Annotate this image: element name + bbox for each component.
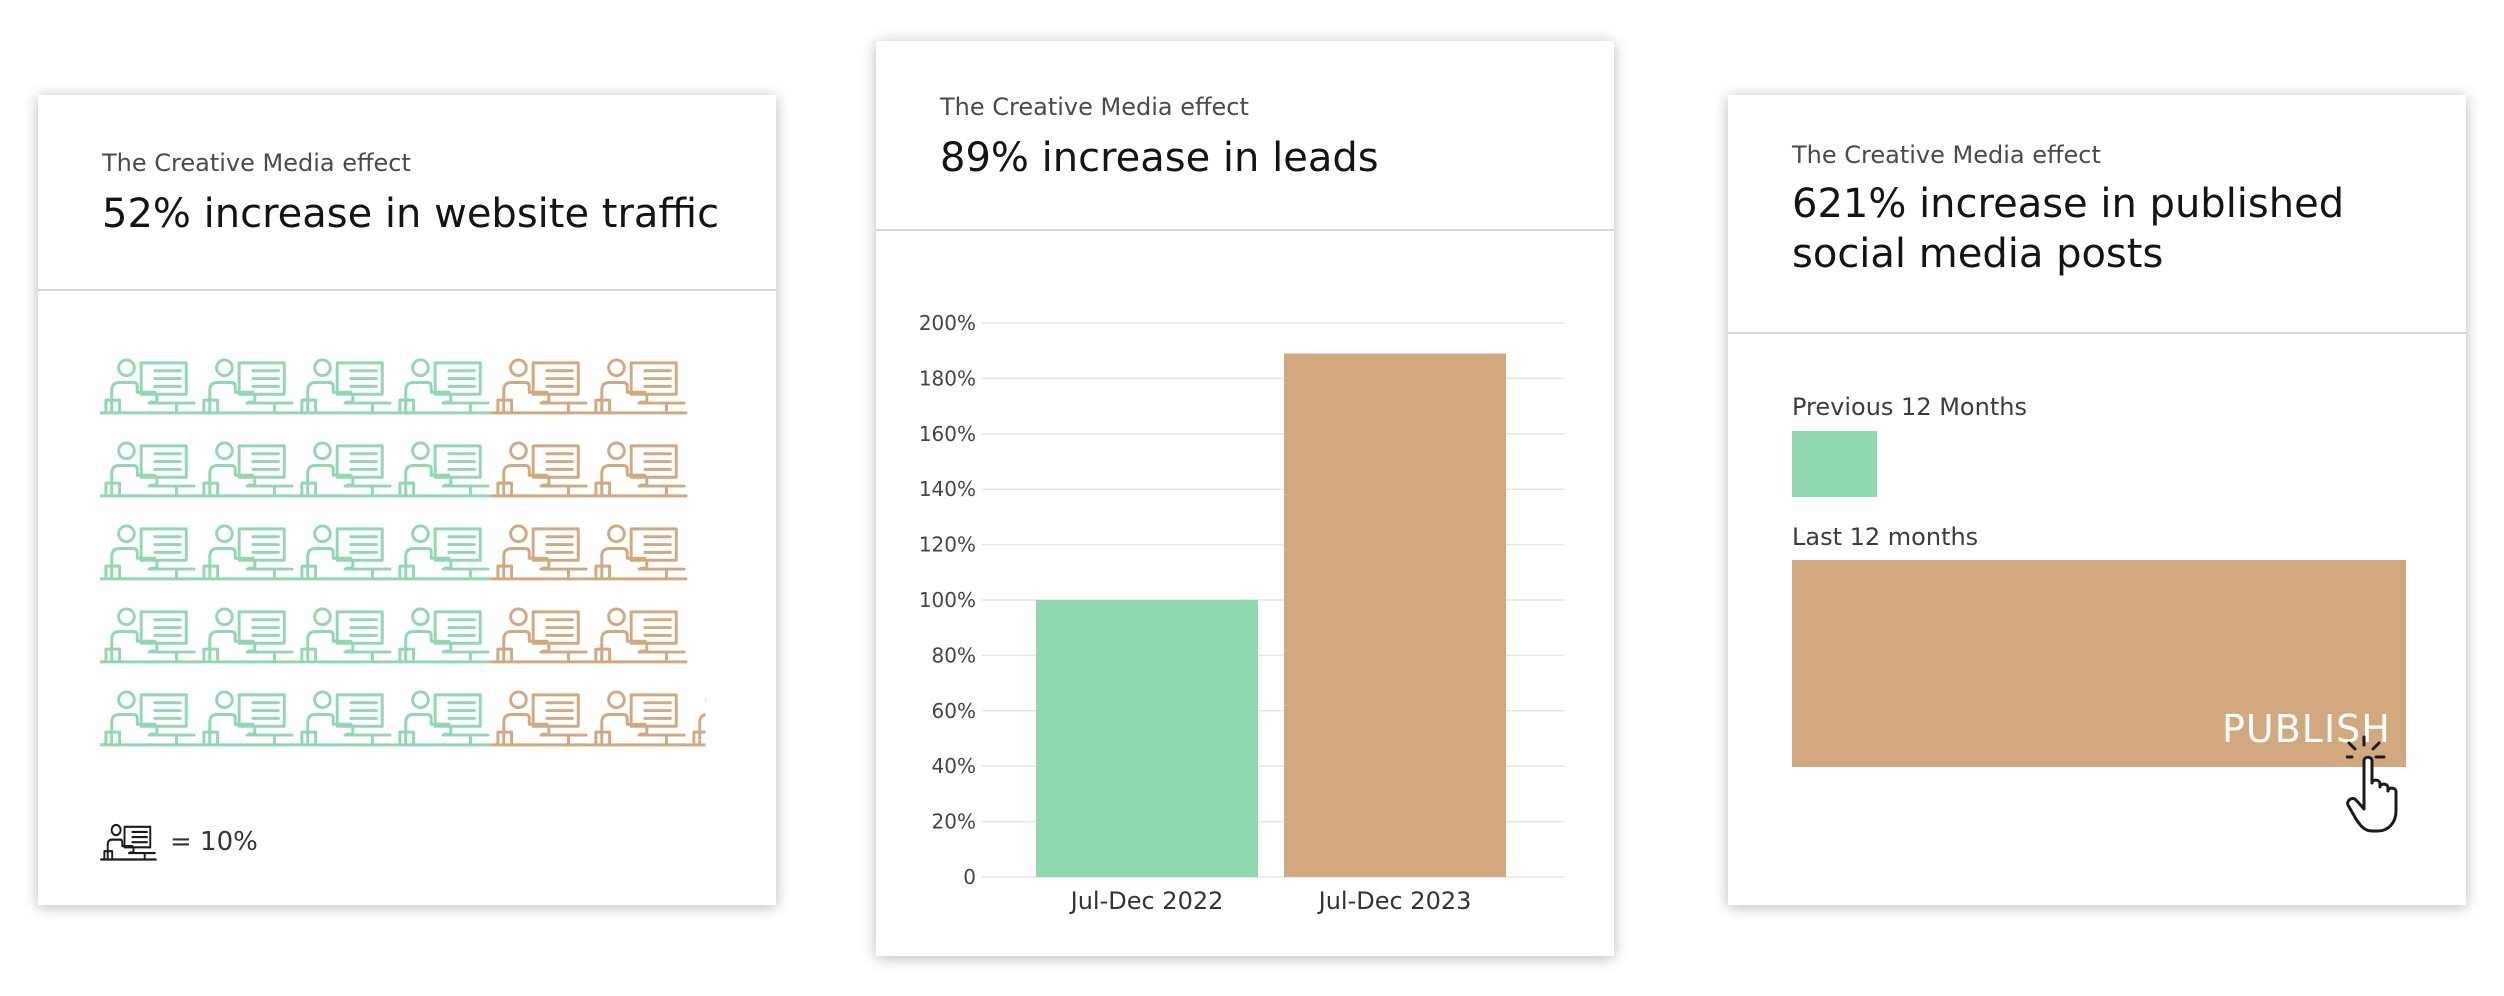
pictogram-icon xyxy=(588,524,688,581)
leads-card-headline: 89% increase in leads xyxy=(940,135,1379,181)
pictogram-legend-text: = 10% xyxy=(170,827,258,857)
y-tick-label: 20% xyxy=(932,810,976,834)
bar xyxy=(1284,353,1506,878)
y-tick-label: 40% xyxy=(932,754,976,778)
traffic-pictogram xyxy=(100,358,706,747)
pictogram-icon xyxy=(392,524,492,581)
posts-card-eyebrow: The Creative Media effect xyxy=(1792,141,2101,169)
pictogram-icon xyxy=(100,358,198,415)
traffic-card-eyebrow: The Creative Media effect xyxy=(102,149,411,177)
posts-card: The Creative Media effect 621% increase … xyxy=(1728,95,2466,905)
posts-card-header: The Creative Media effect 621% increase … xyxy=(1728,95,2466,334)
pictogram-icon xyxy=(294,441,394,498)
pictogram-icon xyxy=(100,524,198,581)
y-tick-label: 100% xyxy=(919,588,976,612)
pictogram-icon xyxy=(490,441,590,498)
pictogram-icon xyxy=(196,524,296,581)
pictogram-icon xyxy=(196,441,296,498)
y-tick-label: 120% xyxy=(919,533,976,557)
traffic-card-header: The Creative Media effect 52% increase i… xyxy=(38,95,776,291)
traffic-card: The Creative Media effect 52% increase i… xyxy=(38,95,776,905)
publish-button[interactable]: PUBLISH xyxy=(2222,707,2391,751)
previous-bar-label: Previous 12 Months xyxy=(1792,393,2027,421)
pictogram-icon xyxy=(196,358,296,415)
pictogram-icon xyxy=(294,690,394,747)
last-bar-label: Last 12 months xyxy=(1792,523,1979,551)
pictogram-icon xyxy=(588,441,688,498)
pictogram-icon xyxy=(392,358,492,415)
posts-card-headline: 621% increase in published social media … xyxy=(1792,181,2345,277)
y-tick-label: 180% xyxy=(919,366,976,390)
pictogram-legend: = 10% xyxy=(100,820,258,864)
pictogram-icon xyxy=(588,690,688,747)
pictogram-icon xyxy=(196,607,296,664)
pictogram-icon xyxy=(392,690,492,747)
bar xyxy=(1036,600,1258,877)
x-tick-label: Jul-Dec 2022 xyxy=(1069,887,1224,915)
pictogram-icon xyxy=(392,607,492,664)
pictogram-icon xyxy=(686,696,706,747)
traffic-card-headline: 52% increase in website traffic xyxy=(102,191,720,237)
pictogram-icon xyxy=(490,690,590,747)
pictogram-icon xyxy=(100,441,198,498)
pictogram-icon xyxy=(490,524,590,581)
pictogram-icon xyxy=(100,607,198,664)
pictogram-icon xyxy=(588,358,688,415)
y-tick-label: 160% xyxy=(919,422,976,446)
y-tick-label: 0 xyxy=(963,865,976,889)
y-tick-label: 140% xyxy=(919,477,976,501)
pictogram-icon xyxy=(294,358,394,415)
worker-icon xyxy=(100,823,157,861)
pictogram-icon xyxy=(392,441,492,498)
leads-card-header: The Creative Media effect 89% increase i… xyxy=(876,41,1614,231)
y-tick-label: 60% xyxy=(932,699,976,723)
pictogram-icon xyxy=(490,358,590,415)
pictogram-icon xyxy=(490,607,590,664)
x-tick-label: Jul-Dec 2023 xyxy=(1317,887,1472,915)
previous-bar xyxy=(1792,431,1878,497)
pictogram-icon xyxy=(294,524,394,581)
y-tick-label: 200% xyxy=(919,311,976,335)
hand-cursor-icon xyxy=(2346,735,2398,833)
pictogram-icon xyxy=(588,607,688,664)
pictogram-icon xyxy=(100,690,198,747)
pictogram-icon xyxy=(196,690,296,747)
leads-bar-chart: 0 20% 40% 60% 80% 100% 120% 140% 160% 180% 200% Jul… xyxy=(919,311,1564,915)
leads-card-eyebrow: The Creative Media effect xyxy=(940,93,1249,121)
pictogram-icon xyxy=(294,607,394,664)
last-bar xyxy=(1792,560,2406,767)
leads-card: The Creative Media effect 89% increase i… xyxy=(876,41,1614,956)
y-tick-label: 80% xyxy=(932,643,976,667)
